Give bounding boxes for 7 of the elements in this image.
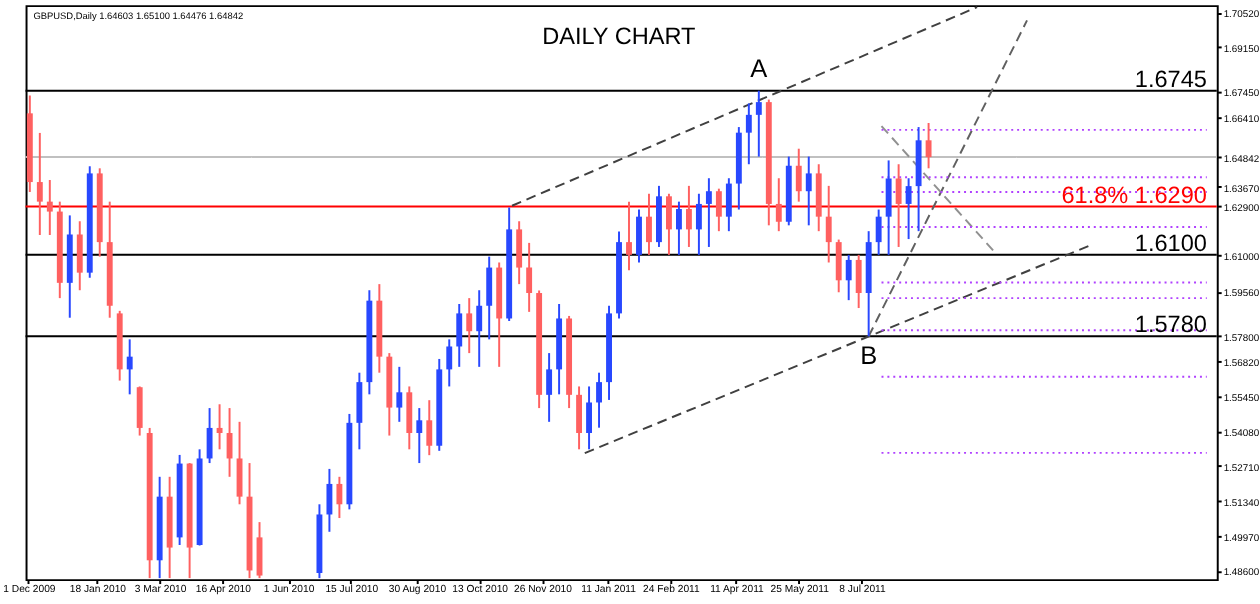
ref-line-label: 1.6745 (1134, 66, 1208, 93)
ref-line-label: 1.5780 (1134, 312, 1208, 339)
annotation: B (860, 339, 878, 370)
annotation: A (750, 52, 769, 83)
ref-line-label: 1.6100 (1134, 230, 1208, 257)
ref-line-label: 61.8% 1.6290 (1061, 182, 1208, 209)
text: DAILY CHART (542, 24, 696, 51)
